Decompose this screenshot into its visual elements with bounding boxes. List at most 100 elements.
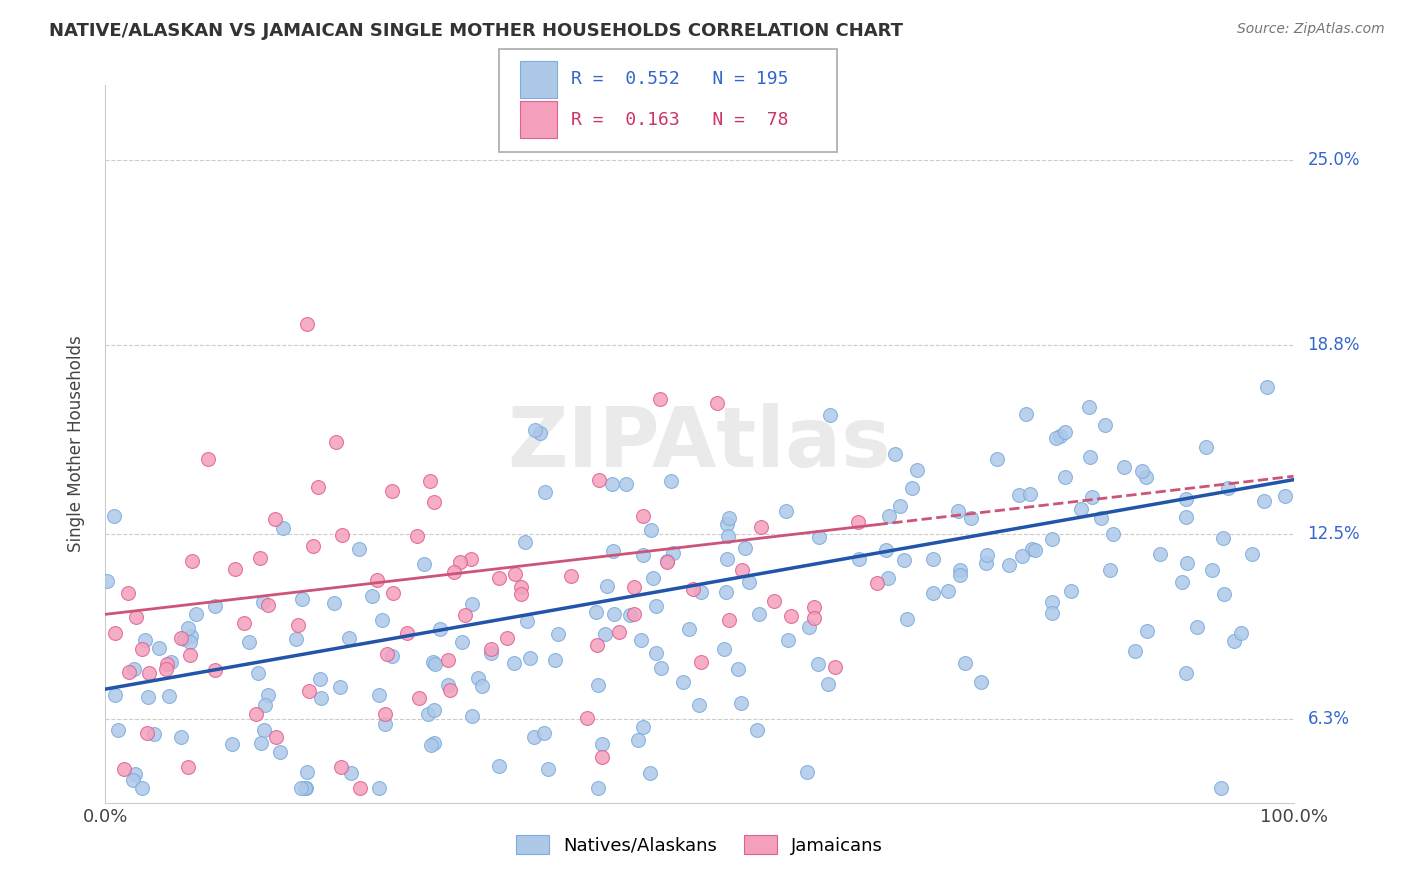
- Point: [437, 653, 460, 667]
- Point: [371, 613, 394, 627]
- Point: [96, 574, 118, 588]
- Point: [368, 689, 391, 703]
- Point: [204, 599, 226, 614]
- Text: 25.0%: 25.0%: [1308, 151, 1360, 169]
- Point: [488, 759, 510, 773]
- Point: [395, 626, 418, 640]
- Point: [602, 544, 624, 558]
- Point: [523, 730, 546, 744]
- Point: [591, 738, 613, 752]
- Point: [1102, 526, 1125, 541]
- Point: [503, 567, 526, 582]
- Point: [640, 523, 662, 537]
- Point: [749, 520, 772, 534]
- Point: [1274, 489, 1296, 503]
- Point: [420, 738, 443, 752]
- Point: [423, 495, 446, 509]
- Point: [107, 723, 129, 737]
- Point: [122, 662, 145, 676]
- Point: [408, 690, 430, 705]
- Point: [1213, 587, 1236, 601]
- Point: [467, 672, 489, 686]
- Point: [180, 554, 202, 568]
- Point: [730, 563, 752, 577]
- Point: [112, 762, 135, 776]
- Point: [294, 780, 316, 795]
- Point: [688, 698, 710, 713]
- Point: [1218, 481, 1240, 495]
- Point: [714, 584, 737, 599]
- Point: [717, 511, 740, 525]
- Point: [1019, 486, 1042, 500]
- Point: [921, 586, 943, 600]
- Point: [534, 484, 557, 499]
- Point: [824, 660, 846, 674]
- Point: [796, 764, 818, 779]
- Point: [1185, 620, 1208, 634]
- Point: [238, 634, 260, 648]
- Point: [1201, 564, 1223, 578]
- Point: [922, 552, 945, 566]
- Point: [730, 696, 752, 710]
- Point: [287, 617, 309, 632]
- Point: [1008, 488, 1031, 502]
- Point: [846, 515, 869, 529]
- Point: [419, 474, 441, 488]
- Point: [780, 609, 803, 624]
- Point: [170, 631, 193, 645]
- Point: [257, 598, 280, 612]
- Point: [502, 656, 524, 670]
- Point: [330, 528, 353, 542]
- Point: [479, 646, 502, 660]
- Point: [197, 452, 219, 467]
- Point: [713, 641, 735, 656]
- Point: [1229, 625, 1251, 640]
- Point: [382, 586, 405, 600]
- Point: [453, 608, 475, 623]
- Point: [706, 396, 728, 410]
- Point: [896, 612, 918, 626]
- Point: [588, 473, 610, 487]
- Point: [884, 447, 907, 461]
- Point: [307, 479, 329, 493]
- Point: [148, 640, 170, 655]
- Point: [349, 780, 371, 795]
- Point: [405, 529, 427, 543]
- Point: [269, 745, 291, 759]
- Point: [1177, 556, 1199, 570]
- Point: [257, 688, 280, 702]
- Point: [865, 576, 887, 591]
- Point: [1040, 606, 1063, 620]
- Point: [560, 569, 582, 583]
- Point: [775, 504, 797, 518]
- Point: [413, 558, 436, 572]
- Point: [575, 711, 598, 725]
- Point: [173, 632, 195, 646]
- Point: [633, 721, 655, 735]
- Point: [180, 629, 202, 643]
- Text: Source: ZipAtlas.com: Source: ZipAtlas.com: [1237, 22, 1385, 37]
- Point: [519, 650, 541, 665]
- Point: [1212, 532, 1234, 546]
- Point: [727, 661, 749, 675]
- Text: 18.8%: 18.8%: [1308, 336, 1360, 354]
- Point: [1149, 547, 1171, 561]
- Point: [416, 706, 439, 721]
- Point: [596, 579, 619, 593]
- Point: [381, 648, 404, 663]
- Point: [609, 624, 631, 639]
- Point: [1094, 417, 1116, 432]
- Point: [381, 484, 404, 499]
- Point: [807, 530, 830, 544]
- Text: R =  0.163   N =  78: R = 0.163 N = 78: [571, 111, 789, 128]
- Point: [803, 610, 825, 624]
- Point: [179, 648, 201, 662]
- Point: [588, 780, 610, 795]
- Point: [748, 607, 770, 621]
- Point: [602, 607, 624, 622]
- Point: [339, 766, 361, 780]
- Point: [1211, 780, 1233, 795]
- Point: [308, 672, 330, 686]
- Point: [949, 563, 972, 577]
- Point: [131, 642, 153, 657]
